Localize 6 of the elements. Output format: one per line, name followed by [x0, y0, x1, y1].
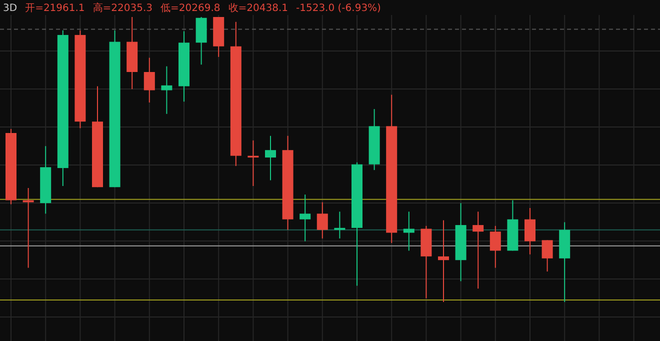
text: -1523.0 (-6.93%) — [296, 3, 382, 14]
text: 收=20438.1 — [228, 3, 288, 14]
text: 低=20269.8 — [160, 3, 220, 14]
text: 开=21961.1 — [25, 3, 85, 14]
chart-title: 3D — [3, 3, 18, 14]
text: 高=22035.3 — [92, 2, 153, 14]
